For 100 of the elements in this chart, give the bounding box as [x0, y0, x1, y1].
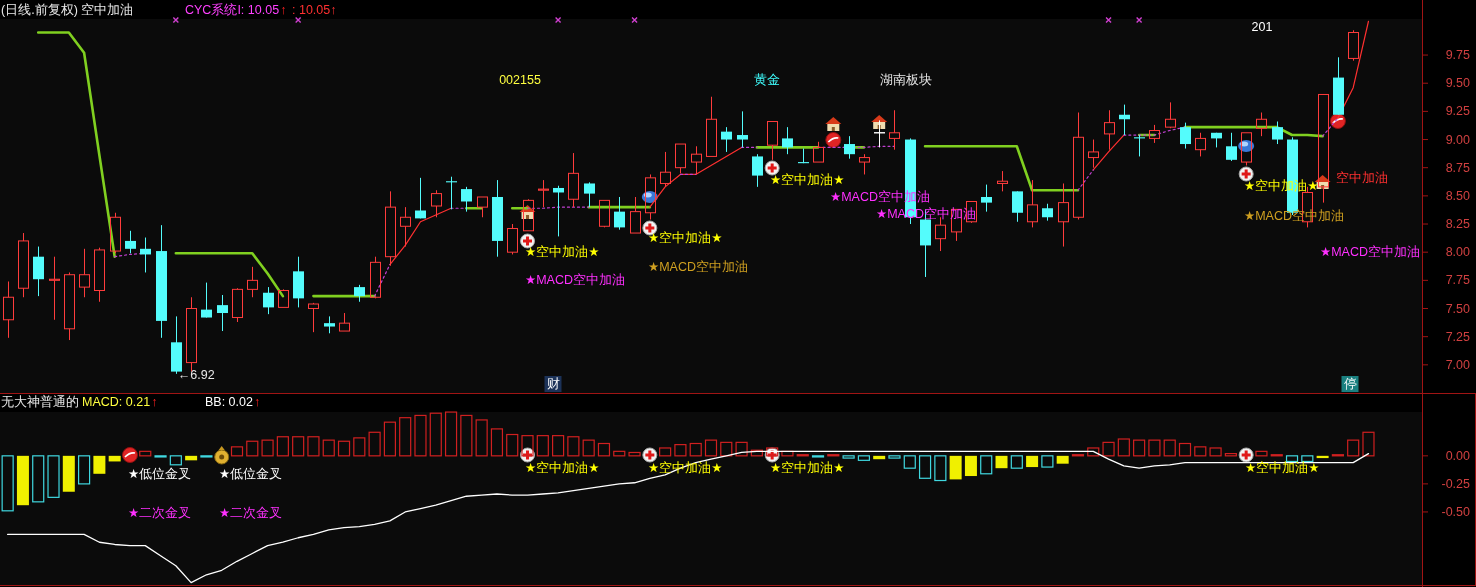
- bar: [1194, 446, 1207, 457]
- bar: [169, 455, 182, 466]
- bar: [1362, 431, 1375, 457]
- bar: [980, 455, 993, 475]
- chart-title: (日线.前复权) 空中加油: [1, 3, 134, 17]
- candlestick: [1134, 134, 1145, 157]
- candlestick: [217, 294, 228, 332]
- bar: [934, 455, 947, 482]
- y-tick-label: 7.50: [1445, 301, 1471, 316]
- annotation: ↑: [254, 395, 261, 409]
- bar: [1010, 455, 1023, 469]
- candlestick: [1180, 122, 1191, 150]
- annotation: ←6.92: [177, 368, 215, 382]
- bar: [368, 431, 381, 457]
- bar: [811, 455, 825, 458]
- bar: [1133, 439, 1146, 457]
- candlestick: [1073, 112, 1084, 221]
- text: CYC系统I: 10.05: [185, 3, 280, 17]
- bar: [322, 439, 335, 457]
- bar: [995, 455, 1008, 469]
- annotation: ★空中加油★: [770, 173, 845, 187]
- bar: [78, 455, 91, 485]
- candlestick: [431, 189, 442, 218]
- candlestick: [125, 230, 136, 254]
- bar: [353, 437, 366, 457]
- bar: [47, 455, 60, 498]
- bar: [1056, 455, 1069, 464]
- bar: [1178, 442, 1192, 457]
- bar: [154, 455, 167, 458]
- bar: [613, 450, 626, 457]
- candlestick: [889, 109, 900, 151]
- annotation: ★空中加油★: [770, 461, 845, 475]
- bar: [827, 454, 840, 457]
- bar: [949, 455, 962, 480]
- candlestick: [752, 153, 763, 188]
- annotation: ★空中加油★: [1245, 461, 1320, 475]
- y-tick-label: 8.75: [1445, 160, 1471, 175]
- annotation: ★空中加油★: [648, 231, 723, 245]
- bar: [536, 435, 549, 457]
- text: : 10.05↑: [292, 3, 337, 17]
- candlestick: [64, 271, 75, 341]
- y-tick-label: 7.00: [1445, 357, 1471, 372]
- bar: [1102, 441, 1115, 457]
- candlestick: [400, 206, 411, 248]
- bar: [674, 444, 687, 457]
- candlestick: [1088, 139, 1099, 169]
- candlestick: [33, 246, 44, 297]
- bar: [903, 455, 916, 469]
- text: ↑: [280, 3, 287, 17]
- annotation: 201: [1251, 20, 1273, 34]
- bar: [567, 436, 580, 457]
- bar: [1041, 455, 1054, 468]
- y-tick-label: 0.00: [1445, 448, 1471, 463]
- bar: [460, 414, 473, 457]
- bar: [1209, 447, 1222, 457]
- y-tick-label: 9.25: [1445, 104, 1471, 119]
- bar: [1026, 455, 1039, 468]
- y-tick-label: 9.50: [1445, 76, 1471, 91]
- candlestick: [1012, 190, 1023, 223]
- bar: [276, 436, 289, 457]
- annotation: ★MACD空中加油: [648, 260, 749, 274]
- bar: [490, 428, 504, 457]
- candlestick: [584, 181, 595, 208]
- candlestick: [981, 184, 992, 213]
- bar: [918, 455, 932, 479]
- annotation: ★空中加油★: [525, 245, 600, 259]
- annotation: ★MACD空中加油: [525, 273, 626, 287]
- candlestick: [782, 126, 793, 155]
- bar: [689, 442, 702, 457]
- candlestick: [859, 153, 870, 175]
- bar: [1285, 455, 1299, 463]
- bar: [399, 417, 412, 457]
- annotation: 空中加油: [1336, 171, 1388, 185]
- candlestick: [614, 196, 625, 231]
- candlestick: [79, 248, 90, 298]
- candlestick: [263, 286, 274, 315]
- bar: [1331, 454, 1344, 457]
- annotation: 湖南板块: [880, 73, 932, 87]
- bar: [475, 419, 488, 457]
- bar: [597, 442, 611, 457]
- bar: [888, 455, 901, 459]
- candlestick: [691, 145, 702, 175]
- bar: [582, 439, 595, 457]
- candlestick: [721, 126, 732, 153]
- annotation: 财: [546, 377, 560, 391]
- candlestick: [201, 282, 212, 319]
- bar: [32, 455, 45, 503]
- chart-title: 无大神普通的: [1, 394, 79, 409]
- candlestick: [3, 280, 14, 339]
- annotation: ★二次金叉: [219, 506, 283, 520]
- y-tick-label: 7.75: [1445, 273, 1471, 288]
- bar: [842, 455, 855, 459]
- bar: [200, 455, 213, 458]
- annotation: 黄金: [754, 73, 780, 87]
- bar: [383, 421, 396, 457]
- candlestick: [1272, 121, 1283, 145]
- bar: [964, 455, 977, 477]
- y-tick-label: 9.75: [1445, 48, 1471, 63]
- annotation: ↑: [151, 395, 158, 409]
- bar: [337, 440, 351, 457]
